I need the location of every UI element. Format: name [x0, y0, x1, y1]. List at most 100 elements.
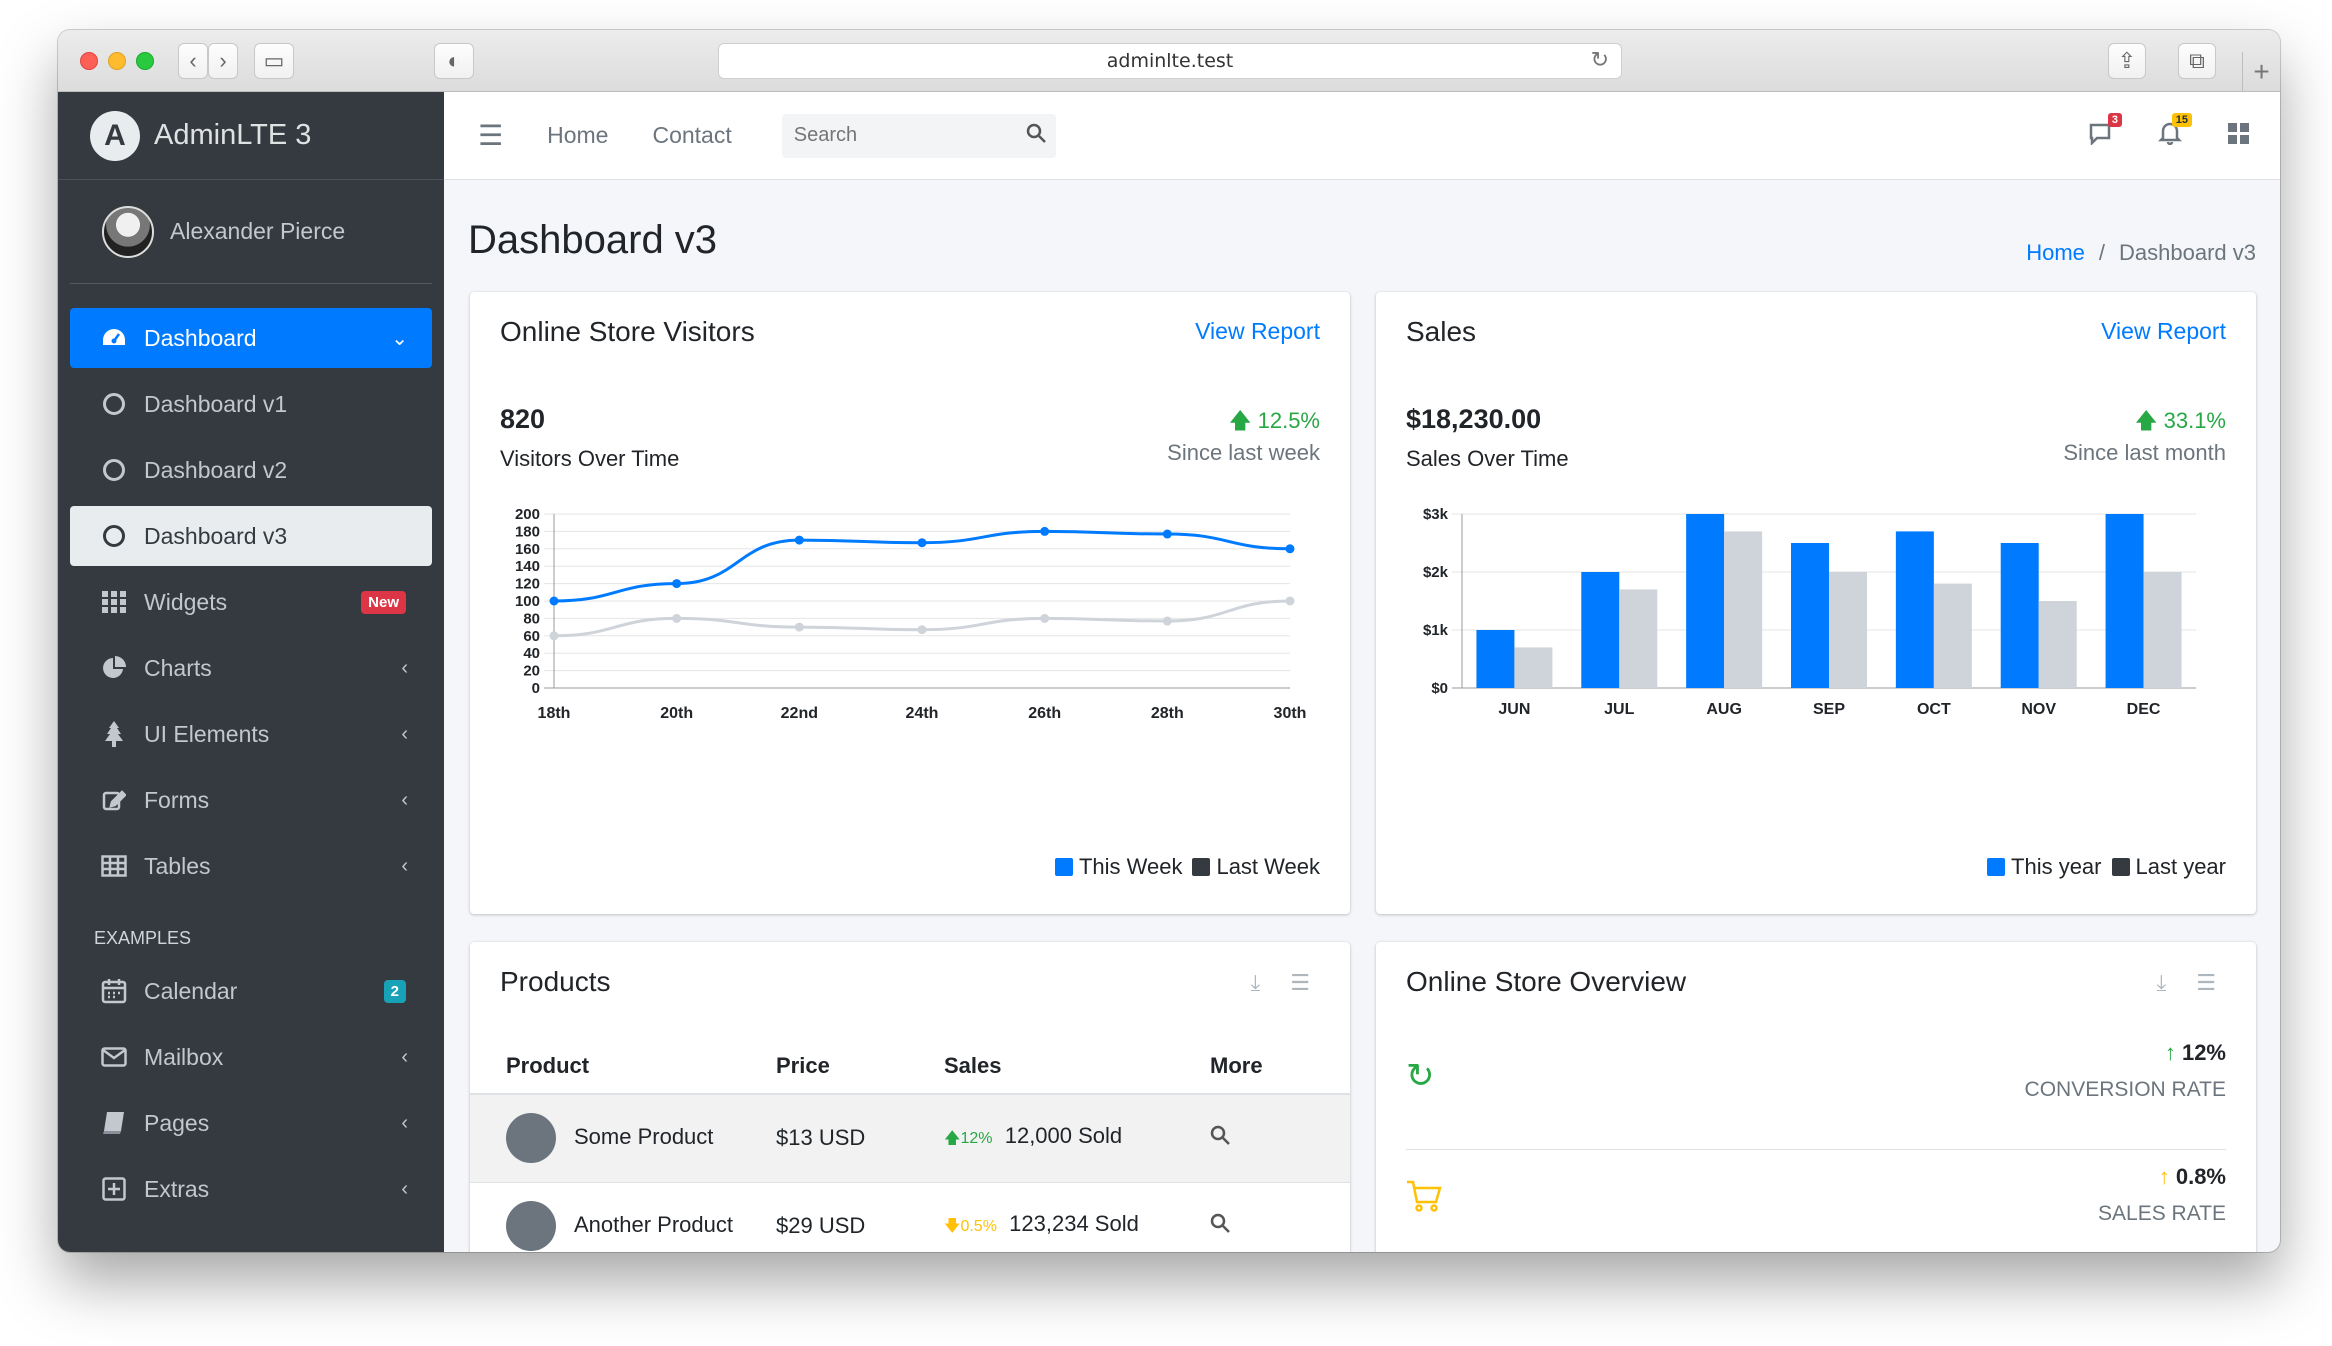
messages-icon[interactable]: 3	[2088, 112, 2122, 152]
product-name: Some Product	[574, 1124, 714, 1150]
bar	[1933, 583, 1972, 688]
sidebar-toggle-icon[interactable]: ▭	[254, 43, 294, 79]
y-tick-label: 160	[515, 541, 540, 558]
sidebar-item-mailbox[interactable]: Mailbox ‹	[70, 1027, 432, 1087]
sales-total: $18,230.00	[1406, 404, 1542, 434]
sidebar-item-ui-elements[interactable]: UI Elements ‹	[70, 704, 432, 764]
data-point	[1285, 544, 1295, 554]
sidebar-item-dashboard-v1[interactable]: Dashboard v1	[70, 374, 432, 434]
sidebar-item-label: Tables	[144, 852, 211, 879]
zoom-window-button[interactable]	[136, 52, 154, 70]
nav-link-home[interactable]: Home	[547, 122, 609, 148]
privacy-shield-icon[interactable]: ◐	[434, 43, 474, 79]
y-tick-label: 140	[515, 558, 540, 575]
nav-link-contact[interactable]: Contact	[652, 122, 732, 148]
view-report-link[interactable]: View Report	[2101, 318, 2226, 344]
chevron-down-icon: ⌄	[391, 327, 408, 350]
sidebar-item-calendar[interactable]: Calendar 2	[70, 961, 432, 1021]
sidebar-item-charts[interactable]: Charts ‹	[70, 638, 432, 698]
column-header-price: Price	[740, 1038, 908, 1095]
legend-label-last-week: Last Week	[1216, 854, 1320, 879]
product-image	[506, 1113, 556, 1164]
forward-icon[interactable]: ›	[208, 43, 238, 79]
breadcrumb-home[interactable]: Home	[2026, 240, 2085, 265]
minimize-window-button[interactable]	[108, 52, 126, 70]
bar	[2038, 601, 2077, 688]
download-icon[interactable]: ⤓	[1250, 970, 1261, 995]
product-cell: Some Product	[470, 1094, 740, 1183]
overview-row-sales-rate: ↑ 0.8% SALES RATE	[1406, 1150, 2226, 1252]
overview-value: ↑ 12%	[2165, 1040, 2226, 1066]
view-report-link[interactable]: View Report	[1195, 318, 1320, 344]
download-icon[interactable]: ⤓	[2156, 970, 2167, 995]
x-tick-label: JUN	[1498, 701, 1530, 718]
y-tick-label: 40	[523, 645, 540, 662]
product-sold: 123,234 Sold	[1009, 1210, 1139, 1236]
bar	[1581, 572, 1620, 688]
column-header-product: Product	[470, 1038, 740, 1095]
menu-icon[interactable]: ☰	[2196, 970, 2216, 995]
brand-name: AdminLTE 3	[154, 119, 312, 151]
book-icon	[98, 1111, 130, 1135]
sidebar-item-tables[interactable]: Tables ‹	[70, 836, 432, 896]
product-sold: 12,000 Sold	[1004, 1122, 1123, 1148]
sidebar-item-label: Dashboard v1	[144, 390, 288, 417]
sales-bar-chart: $0 $1k $2k $3k JUN JUL AUG SEP OCT NOV DEC	[1423, 506, 2196, 718]
close-window-button[interactable]	[80, 52, 98, 70]
calendar-icon	[98, 978, 130, 1004]
overview-value: ↑ 0.8%	[2159, 1164, 2226, 1190]
visitors-label: Visitors Over Time	[500, 446, 680, 471]
data-point	[549, 631, 559, 641]
new-tab-icon[interactable]: +	[2242, 52, 2280, 92]
reload-icon[interactable]: ↻	[1590, 48, 1609, 73]
user-panel[interactable]: Alexander Pierce	[70, 180, 432, 284]
sidebar-item-extras[interactable]: Extras ‹	[70, 1159, 432, 1219]
data-point	[1040, 526, 1050, 536]
product-image	[506, 1201, 556, 1251]
x-tick-label: NOV	[2021, 701, 2056, 718]
address-bar[interactable]: adminlte.test ↻	[718, 43, 1622, 79]
search-input[interactable]	[793, 124, 994, 147]
sidebar-item-dashboard-v2[interactable]: Dashboard v2	[70, 440, 432, 500]
data-point	[917, 625, 927, 635]
search-box	[781, 113, 1056, 158]
legend-swatch-this-year	[1987, 858, 2006, 876]
menu-icon[interactable]: ☰	[1290, 970, 1310, 995]
plus-square-icon	[98, 1177, 130, 1201]
products-card: Products ⤓ ☰ Product Price Sales More So…	[470, 942, 1350, 1252]
visitors-count: 820	[500, 404, 546, 434]
sidebar-item-widgets[interactable]: Widgets New	[70, 572, 432, 632]
sidebar-item-label: Extras	[144, 1175, 210, 1202]
bar	[2143, 572, 2182, 688]
card-title: Online Store Visitors	[500, 316, 755, 347]
bar	[1895, 531, 1934, 688]
menu-toggle-icon[interactable]: ☰	[478, 120, 504, 151]
notifications-badge: 15	[2171, 112, 2192, 127]
sidebar-item-pages[interactable]: Pages ‹	[70, 1093, 432, 1153]
share-icon[interactable]: ⇪	[2108, 43, 2146, 79]
more-cell	[1174, 1094, 1350, 1183]
sidebar-item-dashboard[interactable]: Dashboard ⌄	[70, 308, 432, 368]
bell-icon[interactable]: 15	[2157, 112, 2192, 152]
search-icon[interactable]	[1210, 1125, 1230, 1150]
sidebar-item-dashboard-v3[interactable]: Dashboard v3	[70, 506, 432, 566]
sidebar-item-forms[interactable]: Forms ‹	[70, 770, 432, 830]
visitors-change: 🡅 12.5%	[1229, 404, 1320, 442]
table-header-row: Product Price Sales More	[470, 1038, 1350, 1095]
search-icon[interactable]	[1026, 123, 1046, 149]
circle-icon	[98, 459, 130, 481]
bar	[2000, 543, 2039, 688]
brand-link[interactable]: A AdminLTE 3	[58, 92, 444, 180]
sales-label: Sales Over Time	[1406, 446, 1569, 471]
apps-grid-icon[interactable]	[2228, 121, 2250, 152]
search-icon[interactable]	[1210, 1213, 1230, 1238]
x-tick-label: 30th	[1274, 705, 1307, 722]
y-tick-label: 200	[515, 506, 540, 523]
sidebar-nav: Dashboard ⌄ Dashboard v1 Dashboard v2 Da…	[58, 284, 444, 1219]
legend-label-this-year: This year	[2011, 854, 2102, 879]
sidebar-item-label: Mailbox	[144, 1043, 224, 1070]
tabs-overview-icon[interactable]: ⧉	[2178, 43, 2216, 79]
back-icon[interactable]: ‹	[178, 43, 208, 79]
content-header: Dashboard v3 Home / Dashboard v3	[444, 180, 2280, 292]
y-tick-label: 180	[515, 523, 540, 540]
